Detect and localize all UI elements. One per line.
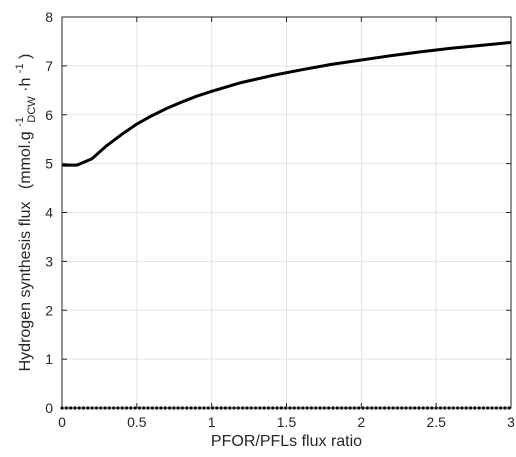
x-axis-label: PFOR/PFLs flux ratio bbox=[211, 433, 362, 450]
x-tick-label: 3 bbox=[507, 414, 515, 430]
y-tick-label: 4 bbox=[45, 205, 53, 221]
y-axis-label-sub: DCW bbox=[26, 96, 38, 123]
y-axis-label-sup2: -1 bbox=[14, 63, 26, 73]
x-tick-label: 1 bbox=[208, 414, 216, 430]
y-tick-label: 7 bbox=[45, 58, 53, 74]
x-tick-label: 2 bbox=[357, 414, 365, 430]
y-tick-label: 2 bbox=[45, 302, 53, 318]
y-axis-label-unit-close: ) bbox=[17, 54, 34, 59]
y-tick-label: 8 bbox=[45, 9, 53, 25]
x-tick-label: 0.5 bbox=[127, 414, 147, 430]
x-tick-label: 0 bbox=[58, 414, 66, 430]
y-tick-labels: 0 1 2 3 4 5 6 7 8 bbox=[45, 9, 53, 416]
y-axis-label-unit-mid: ·h bbox=[17, 78, 34, 92]
y-tick-label: 0 bbox=[45, 400, 53, 416]
y-axis-label: Hydrogen synthesis flux (mmol.g -1 DCW ·… bbox=[10, 54, 39, 372]
grid bbox=[61, 16, 512, 409]
y-axis-label-unit-open: (mmol.g bbox=[17, 131, 34, 189]
y-tick-label: 5 bbox=[45, 156, 53, 172]
y-tick-label: 3 bbox=[45, 253, 53, 269]
x-tick-label: 1.5 bbox=[277, 414, 297, 430]
x-tick-label: 2.5 bbox=[426, 414, 446, 430]
x-tick-labels: 0 0.5 1 1.5 2 2.5 3 bbox=[58, 414, 515, 430]
y-tick-label: 6 bbox=[45, 107, 53, 123]
series-line-1 bbox=[62, 40, 512, 167]
ticks bbox=[61, 16, 512, 409]
y-axis-label-main: Hydrogen synthesis flux bbox=[17, 202, 34, 372]
y-tick-label: 1 bbox=[45, 351, 53, 367]
y-axis-label-sup1: -1 bbox=[14, 117, 26, 127]
